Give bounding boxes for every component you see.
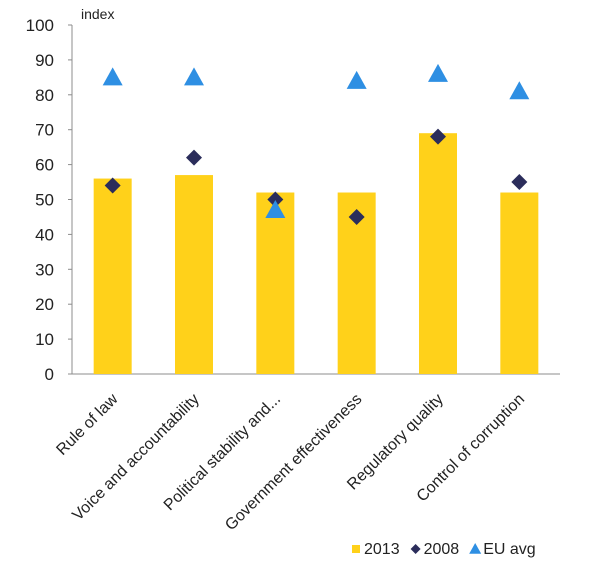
point-2008 — [348, 208, 365, 225]
y-axis-ticks: 0 10 20 30 40 50 60 70 80 90 100 — [26, 16, 72, 384]
x-category-label: Government effectiveness — [222, 391, 365, 534]
y-tick-label: 0 — [45, 365, 54, 384]
legend-label: 2013 — [364, 541, 400, 558]
y-tick-label: 90 — [35, 51, 54, 70]
y-tick-label: 10 — [35, 330, 54, 349]
bar-2013 — [500, 192, 539, 374]
legend-label: 2008 — [424, 541, 460, 558]
y-tick-label: 30 — [35, 260, 54, 279]
y-tick-label: 100 — [26, 16, 54, 35]
y-tick-label: 20 — [35, 295, 54, 314]
bars-2013 — [93, 133, 539, 374]
legend-swatch-eu-avg — [469, 543, 482, 554]
bar-2013 — [256, 192, 295, 374]
point-2008 — [186, 149, 202, 166]
bar-2013 — [419, 133, 457, 374]
legend: 2013 2008 EU avg — [352, 541, 536, 558]
point-2008 — [104, 177, 121, 194]
y-tick-label: 40 — [35, 225, 54, 244]
series-markers — [102, 63, 530, 225]
y-axis-label: index — [81, 6, 114, 22]
legend-label: EU avg — [483, 541, 535, 558]
y-tick-label: 80 — [35, 86, 54, 105]
point-eu-avg — [346, 70, 367, 89]
bar-2013 — [93, 178, 132, 374]
point-eu-avg — [509, 81, 530, 100]
y-tick-label: 60 — [35, 156, 54, 175]
x-category-label: Rule of law — [54, 390, 122, 458]
point-eu-avg — [184, 67, 204, 86]
point-eu-avg — [428, 63, 448, 82]
legend-swatch-2008 — [410, 544, 421, 554]
point-2008 — [511, 174, 528, 191]
point-eu-avg — [102, 67, 123, 86]
legend-swatch-2013 — [352, 545, 360, 553]
y-tick-label: 70 — [35, 121, 54, 140]
point-2008 — [430, 128, 446, 145]
bar-2013 — [175, 175, 213, 374]
point-2008 — [267, 191, 284, 208]
y-tick-label: 50 — [35, 191, 54, 210]
point-eu-avg — [265, 199, 286, 218]
